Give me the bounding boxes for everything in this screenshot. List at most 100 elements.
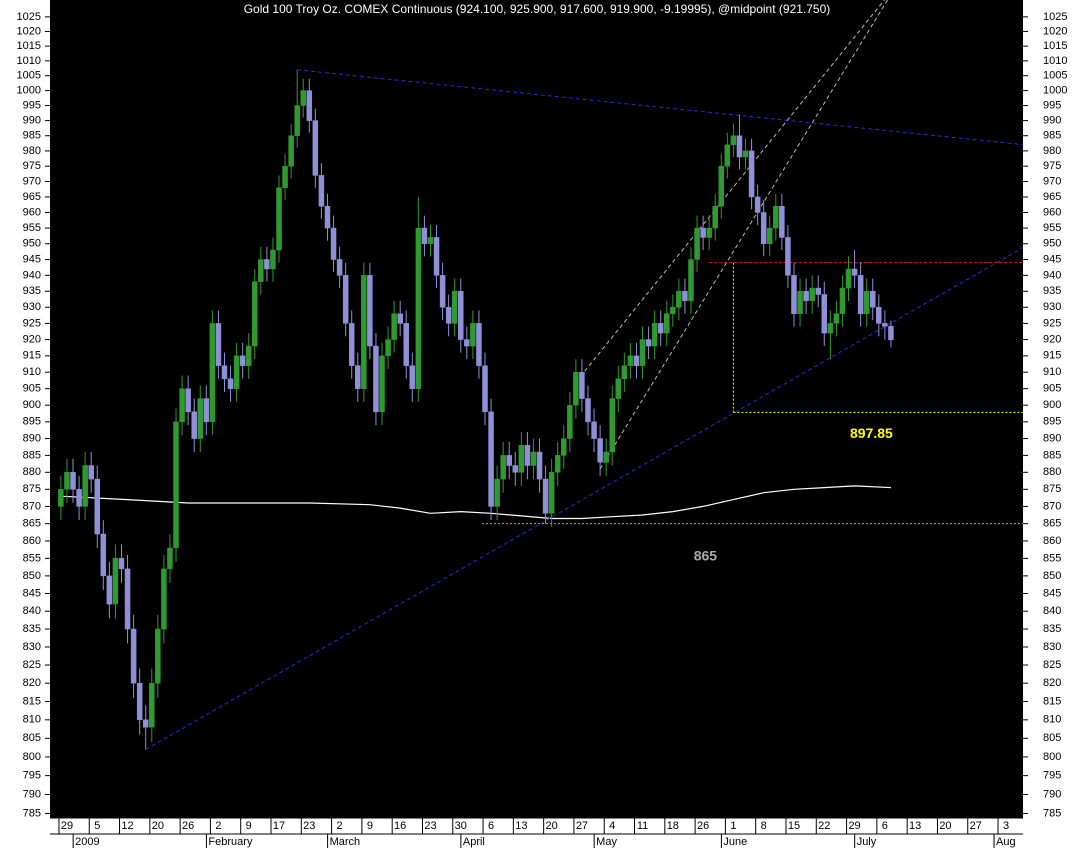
candle-body — [221, 365, 228, 380]
y2-tick-label: 975 — [1043, 160, 1061, 172]
candle-body — [209, 323, 216, 423]
candle-body — [355, 365, 361, 389]
candle-body — [415, 227, 422, 389]
x-tick-label: 17 — [273, 820, 285, 832]
y2-tick-label: 995 — [1043, 99, 1061, 111]
x-tick-label: 20 — [939, 820, 951, 832]
candle-body — [488, 411, 494, 507]
candle-body — [348, 323, 355, 366]
candle-body — [645, 339, 652, 347]
month-label: May — [596, 836, 617, 848]
plot-area — [50, 0, 1023, 818]
candle-body — [821, 294, 828, 334]
y2-tick-label: 915 — [1043, 350, 1061, 362]
candle-body — [70, 472, 76, 490]
candle-body — [124, 568, 131, 630]
candle-body — [306, 90, 313, 121]
y2-tick-label: 905 — [1043, 383, 1061, 395]
x-tick-label: 11 — [637, 820, 648, 832]
candle-body — [445, 307, 452, 324]
candle-body — [791, 275, 797, 314]
candle-body — [76, 489, 82, 507]
y2-tick-label: 840 — [1043, 605, 1061, 617]
candle-body — [100, 533, 107, 577]
y-tick-label: 805 — [23, 732, 41, 744]
candle-body — [294, 105, 300, 136]
candle-body — [627, 355, 634, 366]
y2-tick-label: 835 — [1043, 623, 1061, 635]
candle-body — [239, 355, 246, 366]
y2-tick-label: 785 — [1043, 807, 1061, 819]
y-tick-label: 950 — [23, 238, 41, 250]
y-tick-label: 855 — [23, 552, 41, 564]
y2-tick-label: 795 — [1043, 770, 1061, 782]
candle-body — [767, 227, 773, 245]
y-tick-label: 825 — [23, 659, 41, 671]
candle-body — [869, 291, 876, 308]
candle-body — [591, 421, 597, 439]
y2-tick-label: 970 — [1043, 175, 1061, 187]
candle-body — [833, 313, 840, 324]
candle-body — [458, 291, 464, 340]
y2-tick-label: 865 — [1043, 518, 1061, 530]
candle-body — [803, 291, 809, 302]
candle-body — [567, 404, 573, 439]
candle-body — [470, 323, 476, 347]
x-tick-label: 26 — [182, 820, 194, 832]
y2-tick-label: 1015 — [1043, 40, 1067, 52]
x-tick-label: 27 — [576, 820, 588, 832]
x-tick-label: 20 — [546, 820, 558, 832]
candle-body — [706, 227, 712, 238]
y2-tick-label: 920 — [1043, 333, 1061, 345]
candle-body — [621, 365, 628, 380]
candle-body — [585, 398, 591, 423]
candle-body — [512, 465, 519, 473]
y2-tick-label: 930 — [1043, 301, 1061, 313]
candle-body — [548, 472, 555, 514]
x-tick-label: 18 — [667, 820, 679, 832]
y2-tick-label: 940 — [1043, 269, 1061, 281]
y2-tick-label: 1020 — [1043, 25, 1067, 37]
y-tick-label: 940 — [23, 269, 41, 281]
candle-body — [736, 135, 743, 158]
y2-tick-label: 1005 — [1043, 70, 1067, 82]
candle-body — [203, 398, 210, 423]
candle-body — [609, 398, 615, 453]
y-tick-label: 1010 — [17, 55, 41, 67]
candle-body — [694, 227, 700, 260]
candle-body — [718, 165, 725, 207]
candle-body — [342, 275, 349, 324]
plot-layer: 897.85 865 — [58, 0, 1023, 750]
y-tick-label: 995 — [23, 99, 41, 111]
candle-body — [779, 206, 785, 238]
candle-body — [754, 196, 761, 213]
candle-body — [373, 345, 379, 413]
y-tick-label: 970 — [23, 175, 41, 187]
candle-body — [524, 445, 531, 466]
candle-body — [682, 291, 688, 302]
candle-body — [336, 259, 343, 276]
candle-body — [276, 187, 282, 251]
candle-body — [579, 371, 585, 399]
y-tick-label: 920 — [23, 333, 41, 345]
x-tick-label: 29 — [848, 820, 860, 832]
y-tick-label: 1020 — [17, 25, 41, 37]
candle-body — [651, 323, 658, 347]
y2-tick-label: 845 — [1043, 587, 1061, 599]
y-tick-label: 935 — [23, 285, 41, 297]
month-label: Aug — [996, 836, 1016, 848]
y-tick-label: 980 — [23, 145, 41, 157]
candle-body — [367, 275, 373, 347]
y2-tick-label: 855 — [1043, 552, 1061, 564]
candle-body — [797, 291, 803, 314]
x-tick-label: 9 — [246, 820, 252, 832]
candle-body — [724, 144, 731, 167]
x-tick-label: 15 — [788, 820, 800, 832]
candle-body — [518, 445, 525, 473]
y2-tick-label: 960 — [1043, 206, 1061, 218]
month-label: July — [857, 836, 877, 848]
x-tick-label: 8 — [761, 820, 767, 832]
candle-body — [857, 275, 864, 314]
y2-tick-label: 1025 — [1043, 11, 1067, 23]
candle-body — [506, 455, 512, 466]
